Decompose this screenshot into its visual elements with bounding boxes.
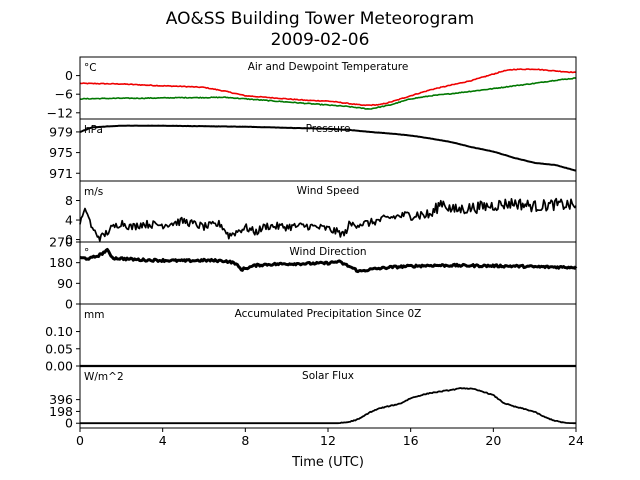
wind-direction-panel-title: Wind Direction — [289, 246, 366, 258]
solar-flux-series-line-0 — [80, 387, 576, 425]
pressure-ytick-label: 971 — [49, 166, 73, 181]
solar-flux-ytick-label: 0 — [65, 416, 73, 431]
pressure-panel-title: Pressure — [306, 123, 351, 135]
wind-direction-ytick-label: 90 — [57, 276, 73, 291]
panel-precipitation: 0.10 0.05 0.00 mm Accumulated Precipitation … — [45, 303, 577, 374]
pressure-series-line-0 — [79, 124, 577, 172]
x-tick-label: 12 — [320, 433, 336, 448]
wind-speed-ytick-label: 8 — [65, 193, 73, 208]
wind-speed-ytick-label: 4 — [65, 213, 73, 228]
pressure-unit-label: hPa — [84, 124, 103, 136]
solar-flux-ytick-label: 396 — [49, 392, 73, 407]
temperature-panel-title: Air and Dewpoint Temperature — [248, 61, 409, 73]
temperature-ytick-label: −6 — [55, 87, 73, 102]
temperature-ytick-label: 0 — [65, 68, 73, 83]
chart-subtitle: 2009-02-06 — [271, 30, 370, 50]
panel-pressure: 979 975 971 hPa Pressure — [49, 118, 577, 182]
x-axis: 0 4 8 12 16 20 24 — [76, 428, 584, 448]
x-tick-label: 24 — [568, 433, 584, 448]
wind-direction-series-line-0 — [79, 248, 578, 274]
temperature-series-line-1 — [79, 77, 577, 110]
x-tick-label: 20 — [485, 433, 501, 448]
temperature-unit-label: °C — [84, 62, 97, 74]
pressure-ytick-label: 979 — [49, 124, 73, 139]
x-axis-label: Time (UTC) — [291, 455, 364, 470]
wind-direction-ytick-label: 0 — [65, 297, 73, 312]
wind-direction-unit-label: ° — [84, 247, 89, 259]
precipitation-ytick-label: 0.00 — [45, 359, 73, 374]
precipitation-ytick-label: 0.05 — [45, 341, 73, 356]
wind-speed-unit-label: m/s — [84, 186, 103, 198]
solar-flux-panel-title: Solar Flux — [302, 370, 354, 382]
temperature-series-line-0 — [79, 68, 577, 107]
wind-direction-ytick-label: 180 — [49, 255, 73, 270]
panel-temperature: 0 −6 −12 °C Air and Dewpoint Temperature — [47, 56, 577, 120]
x-tick-label: 16 — [403, 433, 419, 448]
x-tick-label: 8 — [241, 433, 249, 448]
solar-flux-unit-label: W/m^2 — [84, 371, 124, 383]
x-tick-label: 4 — [159, 433, 167, 448]
precipitation-ytick-label: 0.10 — [45, 324, 73, 339]
wind-speed-panel-title: Wind Speed — [297, 185, 360, 197]
pressure-ytick-label: 975 — [49, 145, 73, 160]
wind-direction-ytick-label: 270 — [49, 235, 73, 250]
solar-flux-ytick-label: 198 — [49, 404, 73, 419]
panel-wind-direction: 270 180 90 0 ° Wind Direction — [49, 235, 578, 312]
chart-title: AO&SS Building Tower Meteorogram — [166, 9, 474, 29]
precipitation-panel-title: Accumulated Precipitation Since 0Z — [235, 308, 422, 320]
precipitation-unit-label: mm — [84, 309, 104, 321]
panel-wind-speed: 8 4 0 m/s Wind Speed — [65, 180, 577, 247]
x-tick-label: 0 — [76, 433, 84, 448]
temperature-ytick-label: −12 — [47, 105, 73, 120]
wind-speed-series-line-0 — [79, 197, 577, 242]
wind-speed-ytick-label: 0 — [65, 232, 73, 247]
panels: 0−6−12°C Air and Dewpoint Temperature9799… — [45, 56, 578, 431]
